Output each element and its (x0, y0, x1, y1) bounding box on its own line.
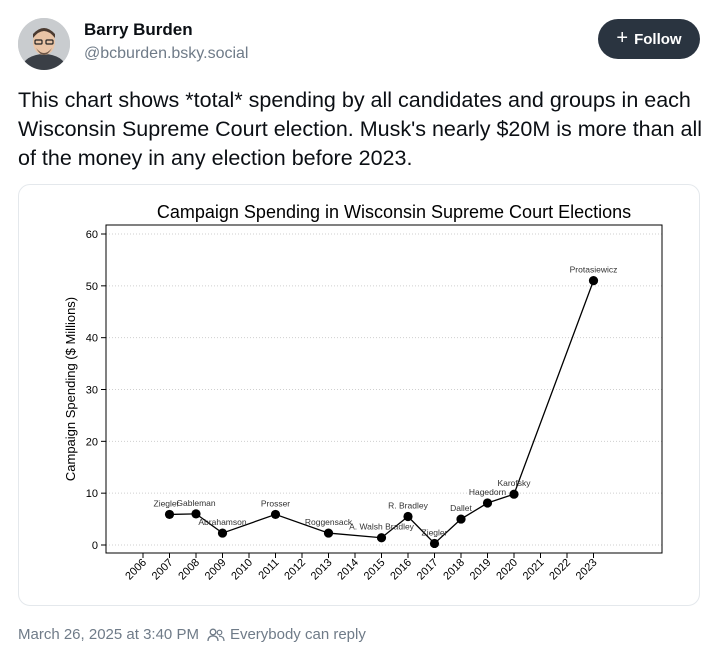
data-label: Dallet (450, 503, 472, 513)
y-tick-label: 30 (86, 385, 98, 397)
x-tick-label: 2011 (256, 557, 281, 582)
x-tick-label: 2015 (362, 557, 388, 583)
x-tick-label: 2010 (229, 557, 255, 583)
x-tick-label: 2019 (468, 557, 494, 583)
x-tick-label: 2021 (521, 557, 547, 583)
y-tick-label: 20 (86, 436, 98, 448)
data-point (429, 538, 440, 549)
data-point (509, 489, 519, 499)
x-tick-label: 2022 (547, 557, 573, 583)
data-point (191, 509, 201, 519)
x-tick-label: 2016 (388, 557, 414, 583)
y-axis-label: Campaign Spending ($ Millions) (63, 297, 78, 481)
x-tick-label: 2008 (176, 557, 202, 583)
x-tick-label: 2017 (415, 557, 441, 583)
x-tick-label: 2009 (203, 557, 229, 583)
data-label: Protasiewicz (570, 265, 618, 275)
chart-title: Campaign Spending in Wisconsin Supreme C… (157, 202, 631, 222)
data-point (403, 511, 413, 522)
data-point (270, 509, 281, 520)
data-point (456, 514, 466, 524)
x-tick-label: 2013 (309, 557, 335, 583)
post-footer: March 26, 2025 at 3:40 PM Everybody can … (18, 626, 366, 643)
follow-button-label: Follow (634, 30, 682, 48)
data-label: A. Walsh Bradley (349, 522, 415, 532)
x-tick-label: 2014 (335, 557, 361, 583)
data-label: Gableman (176, 498, 215, 508)
data-point (323, 528, 334, 538)
data-point (376, 533, 387, 543)
data-label: Ziegler (154, 498, 180, 508)
x-tick-label: 2023 (574, 557, 600, 583)
reply-setting-label: Everybody can reply (229, 626, 366, 643)
data-label: Prosser (261, 498, 290, 508)
x-tick-label: 2018 (441, 557, 467, 583)
data-label: Abrahamson (198, 517, 246, 527)
avatar[interactable] (18, 18, 70, 70)
x-tick-label: 2012 (282, 557, 308, 583)
data-label: Ziegler (422, 527, 448, 537)
y-tick-label: 50 (86, 281, 98, 293)
y-tick-label: 10 (86, 488, 98, 500)
people-icon (207, 628, 225, 641)
y-tick-label: 60 (86, 229, 98, 241)
follow-button[interactable]: + Follow (598, 19, 700, 59)
x-tick-label: 2007 (150, 557, 176, 583)
plus-icon: + (616, 27, 629, 49)
avatar-image (18, 18, 70, 70)
x-tick-label: 2006 (123, 557, 149, 583)
data-point (588, 276, 599, 286)
series-line (169, 280, 595, 545)
x-tick-label: 2020 (494, 557, 520, 583)
post-timestamp[interactable]: March 26, 2025 at 3:40 PM (18, 626, 199, 643)
spending-chart: Campaign Spending in Wisconsin Supreme C… (63, 202, 663, 583)
author-name[interactable]: Barry Burden (84, 20, 193, 39)
data-label: R. Bradley (388, 500, 428, 510)
data-point (482, 498, 493, 508)
author-handle[interactable]: @bcburden.bsky.social (84, 45, 249, 62)
data-point (217, 528, 228, 538)
chart-image[interactable]: Campaign Spending in Wisconsin Supreme C… (18, 184, 700, 606)
data-label: Roggensack (305, 517, 353, 527)
data-label: Karofsky (497, 478, 531, 488)
data-point (164, 509, 175, 520)
y-tick-label: 0 (92, 540, 98, 552)
reply-setting[interactable]: Everybody can reply (207, 626, 366, 643)
post-text: This chart shows *total* spending by all… (18, 88, 703, 170)
data-label: Hagedorn (469, 487, 507, 497)
y-tick-label: 40 (86, 333, 98, 345)
